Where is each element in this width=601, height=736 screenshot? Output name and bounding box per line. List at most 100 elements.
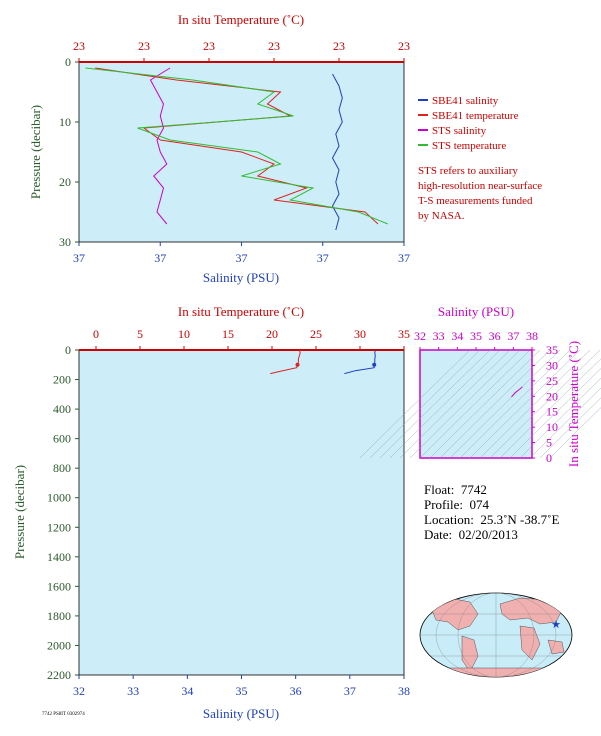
main-chart-y-tick-label: 2200 (47, 668, 71, 682)
main-chart-y-tick-label: 1400 (47, 550, 71, 564)
ts-chart-top-tick-labels: 32 33 34 35 36 37 38 (414, 329, 538, 350)
ts-chart-top-axis-title: Salinity (PSU) (438, 304, 514, 319)
top-chart-top-tick-label: 23 (73, 39, 85, 53)
ts-chart-top-tick-label: 34 (451, 329, 463, 343)
main-chart-bottom-tick-label: 32 (73, 684, 85, 698)
temperature-profile-line (270, 349, 301, 375)
float-location-star-icon: ★ (551, 619, 561, 631)
series-line (149, 67, 171, 225)
date-value: 02/20/2013 (458, 527, 518, 542)
main-chart-top-tick-label: 35 (398, 327, 410, 341)
main-chart-series (270, 349, 377, 375)
main-chart-top-axis-title: In situ Temperature (˚C) (178, 304, 304, 319)
main-chart-plot-area (78, 349, 405, 676)
top-chart-top-tick-label: 23 (203, 39, 215, 53)
map-grid (420, 593, 572, 677)
ts-chart-right-tick-label: 25 (546, 374, 558, 388)
ts-chart-top-tick-label: 33 (433, 329, 445, 343)
main-chart-bottom-tick-label: 34 (181, 684, 193, 698)
density-contour (549, 407, 601, 459)
density-contour (499, 358, 601, 459)
main-chart-y-tick-label: 1000 (47, 491, 71, 505)
legend-label: SBE41 salinity (432, 95, 499, 107)
top-chart-bottom-tick-label: 37 (73, 251, 85, 265)
ts-chart-top-tick-label: 37 (507, 329, 519, 343)
density-contour (419, 349, 531, 459)
ts-chart-plot-area (419, 349, 533, 459)
legend-label: STS salinity (432, 125, 487, 137)
top-chart-y-tick-label: 30 (59, 235, 71, 249)
main-chart-y-tick-label: 600 (53, 432, 71, 446)
top-chart-bottom-tick-label: 37 (398, 251, 410, 265)
legend: SBE41 salinity SBE41 temperature STS salin… (418, 95, 519, 152)
series-line (95, 67, 379, 225)
ts-chart-density-contours (359, 349, 601, 459)
main-chart-top-tick-label: 15 (222, 327, 234, 341)
series-line (85, 67, 388, 225)
top-chart-bottom-tick-label: 37 (236, 251, 248, 265)
density-contour (539, 397, 601, 459)
main-chart-bottom-tick-label: 36 (290, 684, 302, 698)
legend-label: STS temperature (432, 140, 506, 152)
density-contour (509, 368, 601, 459)
density-contour (489, 349, 601, 459)
float-label: Float: (424, 482, 455, 497)
ts-chart-right-axis-title: In situ Temperature (˚C) (566, 341, 581, 467)
ts-chart-top-tick-label: 32 (414, 329, 426, 343)
ts-chart-top-tick-label: 38 (526, 329, 538, 343)
main-chart-y-tick-label: 400 (53, 402, 71, 416)
ts-chart-top-tick-label: 36 (489, 329, 501, 343)
main-chart-bottom-tick-labels: 32 33 34 35 36 37 38 (73, 675, 410, 698)
ts-chart-right-tick-label: 5 (546, 436, 552, 450)
main-chart-bottom-tick-label: 35 (236, 684, 248, 698)
main-chart-top-tick-label: 0 (93, 327, 99, 341)
ts-chart-right-tick-label: 35 (546, 343, 558, 357)
series-line (331, 73, 343, 231)
salinity-marker (372, 362, 377, 367)
note-line: STS refers to auxiliary (418, 165, 518, 177)
main-chart-top-tick-label: 30 (354, 327, 366, 341)
main-chart-y-tick-label: 1800 (47, 609, 71, 623)
density-contour (399, 349, 511, 459)
location-label: Location: (424, 512, 474, 527)
date-label: Date: (424, 527, 453, 542)
main-chart-y-tick-label: 1200 (47, 520, 71, 534)
main-chart-top-tick-labels: 0 5 10 15 20 25 30 35 (93, 327, 410, 350)
density-contour (389, 349, 501, 459)
main-chart-y-axis-title: Pressure (decibar) (12, 465, 27, 559)
float-info: Float: 7742 Profile: 074 Location: 25.3˚… (424, 482, 559, 542)
footer-code: 7742 PS8IT 0302974 (42, 712, 85, 717)
top-chart-y-tick-label: 10 (59, 115, 71, 129)
density-contour (369, 349, 481, 459)
ts-chart-series (511, 386, 523, 398)
ts-chart-right-tick-label: 10 (546, 420, 558, 434)
ts-line (511, 386, 523, 398)
ts-chart-top-tick-label: 35 (470, 329, 482, 343)
temperature-marker (295, 362, 300, 367)
top-chart-bottom-tick-label: 37 (154, 251, 166, 265)
main-chart-y-tick-label: 0 (65, 343, 71, 357)
top-chart-top-tick-label: 23 (268, 39, 280, 53)
world-map: ★ (419, 592, 573, 678)
top-chart-bottom-axis-title: Salinity (PSU) (203, 270, 279, 285)
main-chart-top-tick-label: 5 (137, 327, 143, 341)
sts-note: STS refers to auxiliary high-resolution … (418, 164, 598, 224)
top-chart-y-tick-label: 0 (65, 55, 71, 69)
note-line: T-S measurements funded (418, 195, 533, 207)
density-contour (529, 387, 601, 459)
density-contour (479, 349, 591, 459)
float-value: 7742 (460, 482, 487, 497)
main-chart-bottom-tick-label: 33 (127, 684, 139, 698)
top-chart-bottom-tick-label: 37 (317, 251, 329, 265)
top-chart-y-tick-labels: 0 10 20 30 (59, 55, 79, 249)
top-chart-top-tick-label: 23 (333, 39, 345, 53)
note-line: high-resolution near-surface (418, 180, 543, 192)
main-chart-bottom-tick-label: 37 (344, 684, 356, 698)
top-chart-top-tick-label: 23 (138, 39, 150, 53)
main-chart-y-tick-label: 200 (53, 373, 71, 387)
main-chart-y-tick-label: 2000 (47, 638, 71, 652)
top-chart-series (85, 67, 388, 231)
salinity-profile-line (344, 349, 376, 375)
